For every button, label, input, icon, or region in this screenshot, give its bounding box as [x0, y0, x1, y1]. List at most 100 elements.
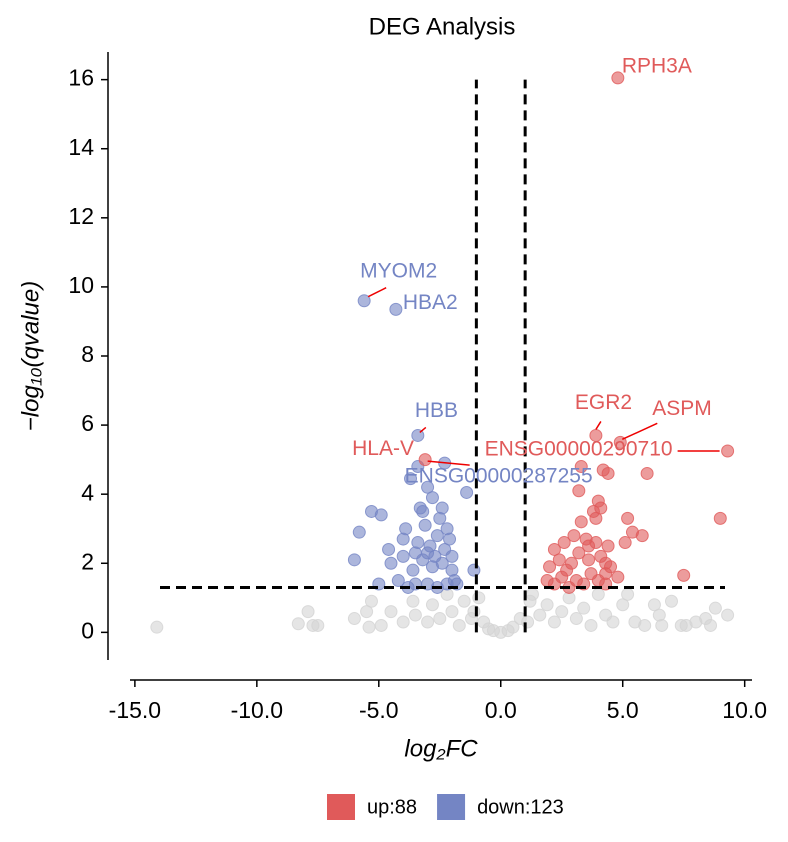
point [404, 472, 418, 486]
point [406, 563, 420, 577]
point [552, 553, 566, 567]
point [708, 601, 722, 615]
x-tick-label: -10.0 [231, 697, 283, 723]
point [665, 594, 679, 608]
point [408, 608, 422, 622]
point [618, 536, 632, 550]
point [433, 612, 447, 626]
point [421, 480, 435, 494]
point [311, 618, 325, 632]
annotated-point [611, 71, 625, 85]
point [547, 542, 561, 556]
y-tick-label: 14 [68, 134, 94, 160]
point [425, 491, 439, 505]
point [523, 594, 537, 608]
y-tick-label: 12 [68, 203, 94, 229]
y-tick-label: 6 [81, 410, 94, 436]
point [430, 529, 444, 543]
point [601, 466, 615, 480]
point [445, 605, 459, 619]
point [360, 605, 374, 619]
annotated-point [357, 294, 371, 308]
point [584, 618, 598, 632]
annotated-point [418, 453, 432, 467]
point [589, 511, 603, 525]
point [574, 460, 588, 474]
point [460, 485, 474, 499]
point [421, 615, 435, 629]
y-tick-label: 0 [81, 617, 94, 643]
point [640, 466, 654, 480]
point [572, 546, 586, 560]
annotation: HBB [415, 399, 458, 422]
x-tick-label: 10.0 [722, 697, 767, 723]
point [384, 556, 398, 570]
point [574, 515, 588, 529]
point [521, 615, 535, 629]
chart-title: DEG Analysis [369, 13, 516, 40]
point [506, 620, 520, 634]
point [382, 542, 396, 556]
point [721, 608, 735, 622]
point [396, 549, 410, 563]
point [352, 525, 366, 539]
point [591, 587, 605, 601]
point [543, 560, 557, 574]
legend-label: down:123 [477, 796, 564, 818]
annotation: EGR2 [575, 391, 632, 414]
point [594, 501, 608, 515]
point [599, 567, 613, 581]
point [611, 570, 625, 584]
point [547, 615, 561, 629]
point [347, 612, 361, 626]
annotation: HBA2 [403, 291, 458, 314]
x-tick-label: -15.0 [109, 697, 161, 723]
point [457, 594, 471, 608]
point [150, 620, 164, 634]
point [638, 618, 652, 632]
x-axis-label: log₂FC [404, 735, 478, 762]
point [435, 501, 449, 515]
point [567, 529, 581, 543]
y-tick-label: 16 [68, 65, 94, 91]
point [428, 549, 442, 563]
annotation: ASPM [652, 397, 712, 420]
point [364, 594, 378, 608]
point [704, 618, 718, 632]
point [445, 549, 459, 563]
y-axis-label: −log₁₀(qvalue) [17, 281, 44, 431]
point [647, 598, 661, 612]
point [577, 601, 591, 615]
point [560, 563, 574, 577]
x-tick-label: -5.0 [359, 697, 399, 723]
point [540, 598, 554, 612]
point [601, 539, 615, 553]
point [416, 504, 430, 518]
point [582, 539, 596, 553]
point [533, 608, 547, 622]
annotation: ENSG00000287255 [405, 465, 593, 488]
point [396, 615, 410, 629]
annotation-line [595, 421, 602, 430]
point [713, 511, 727, 525]
legend-label: up:88 [367, 796, 417, 818]
point [555, 605, 569, 619]
point [452, 618, 466, 632]
point [655, 618, 669, 632]
annotation: RPH3A [622, 54, 692, 77]
point [374, 508, 388, 522]
annotation: HLA-V [352, 437, 414, 460]
point [582, 553, 596, 567]
y-tick-label: 2 [81, 548, 94, 574]
annotation-line [427, 460, 470, 466]
point [291, 617, 305, 631]
point [391, 574, 405, 588]
annotation-line [419, 426, 427, 434]
point [445, 563, 459, 577]
point [440, 522, 454, 536]
annotation: MYOM2 [360, 259, 437, 282]
point [406, 594, 420, 608]
point [467, 605, 481, 619]
